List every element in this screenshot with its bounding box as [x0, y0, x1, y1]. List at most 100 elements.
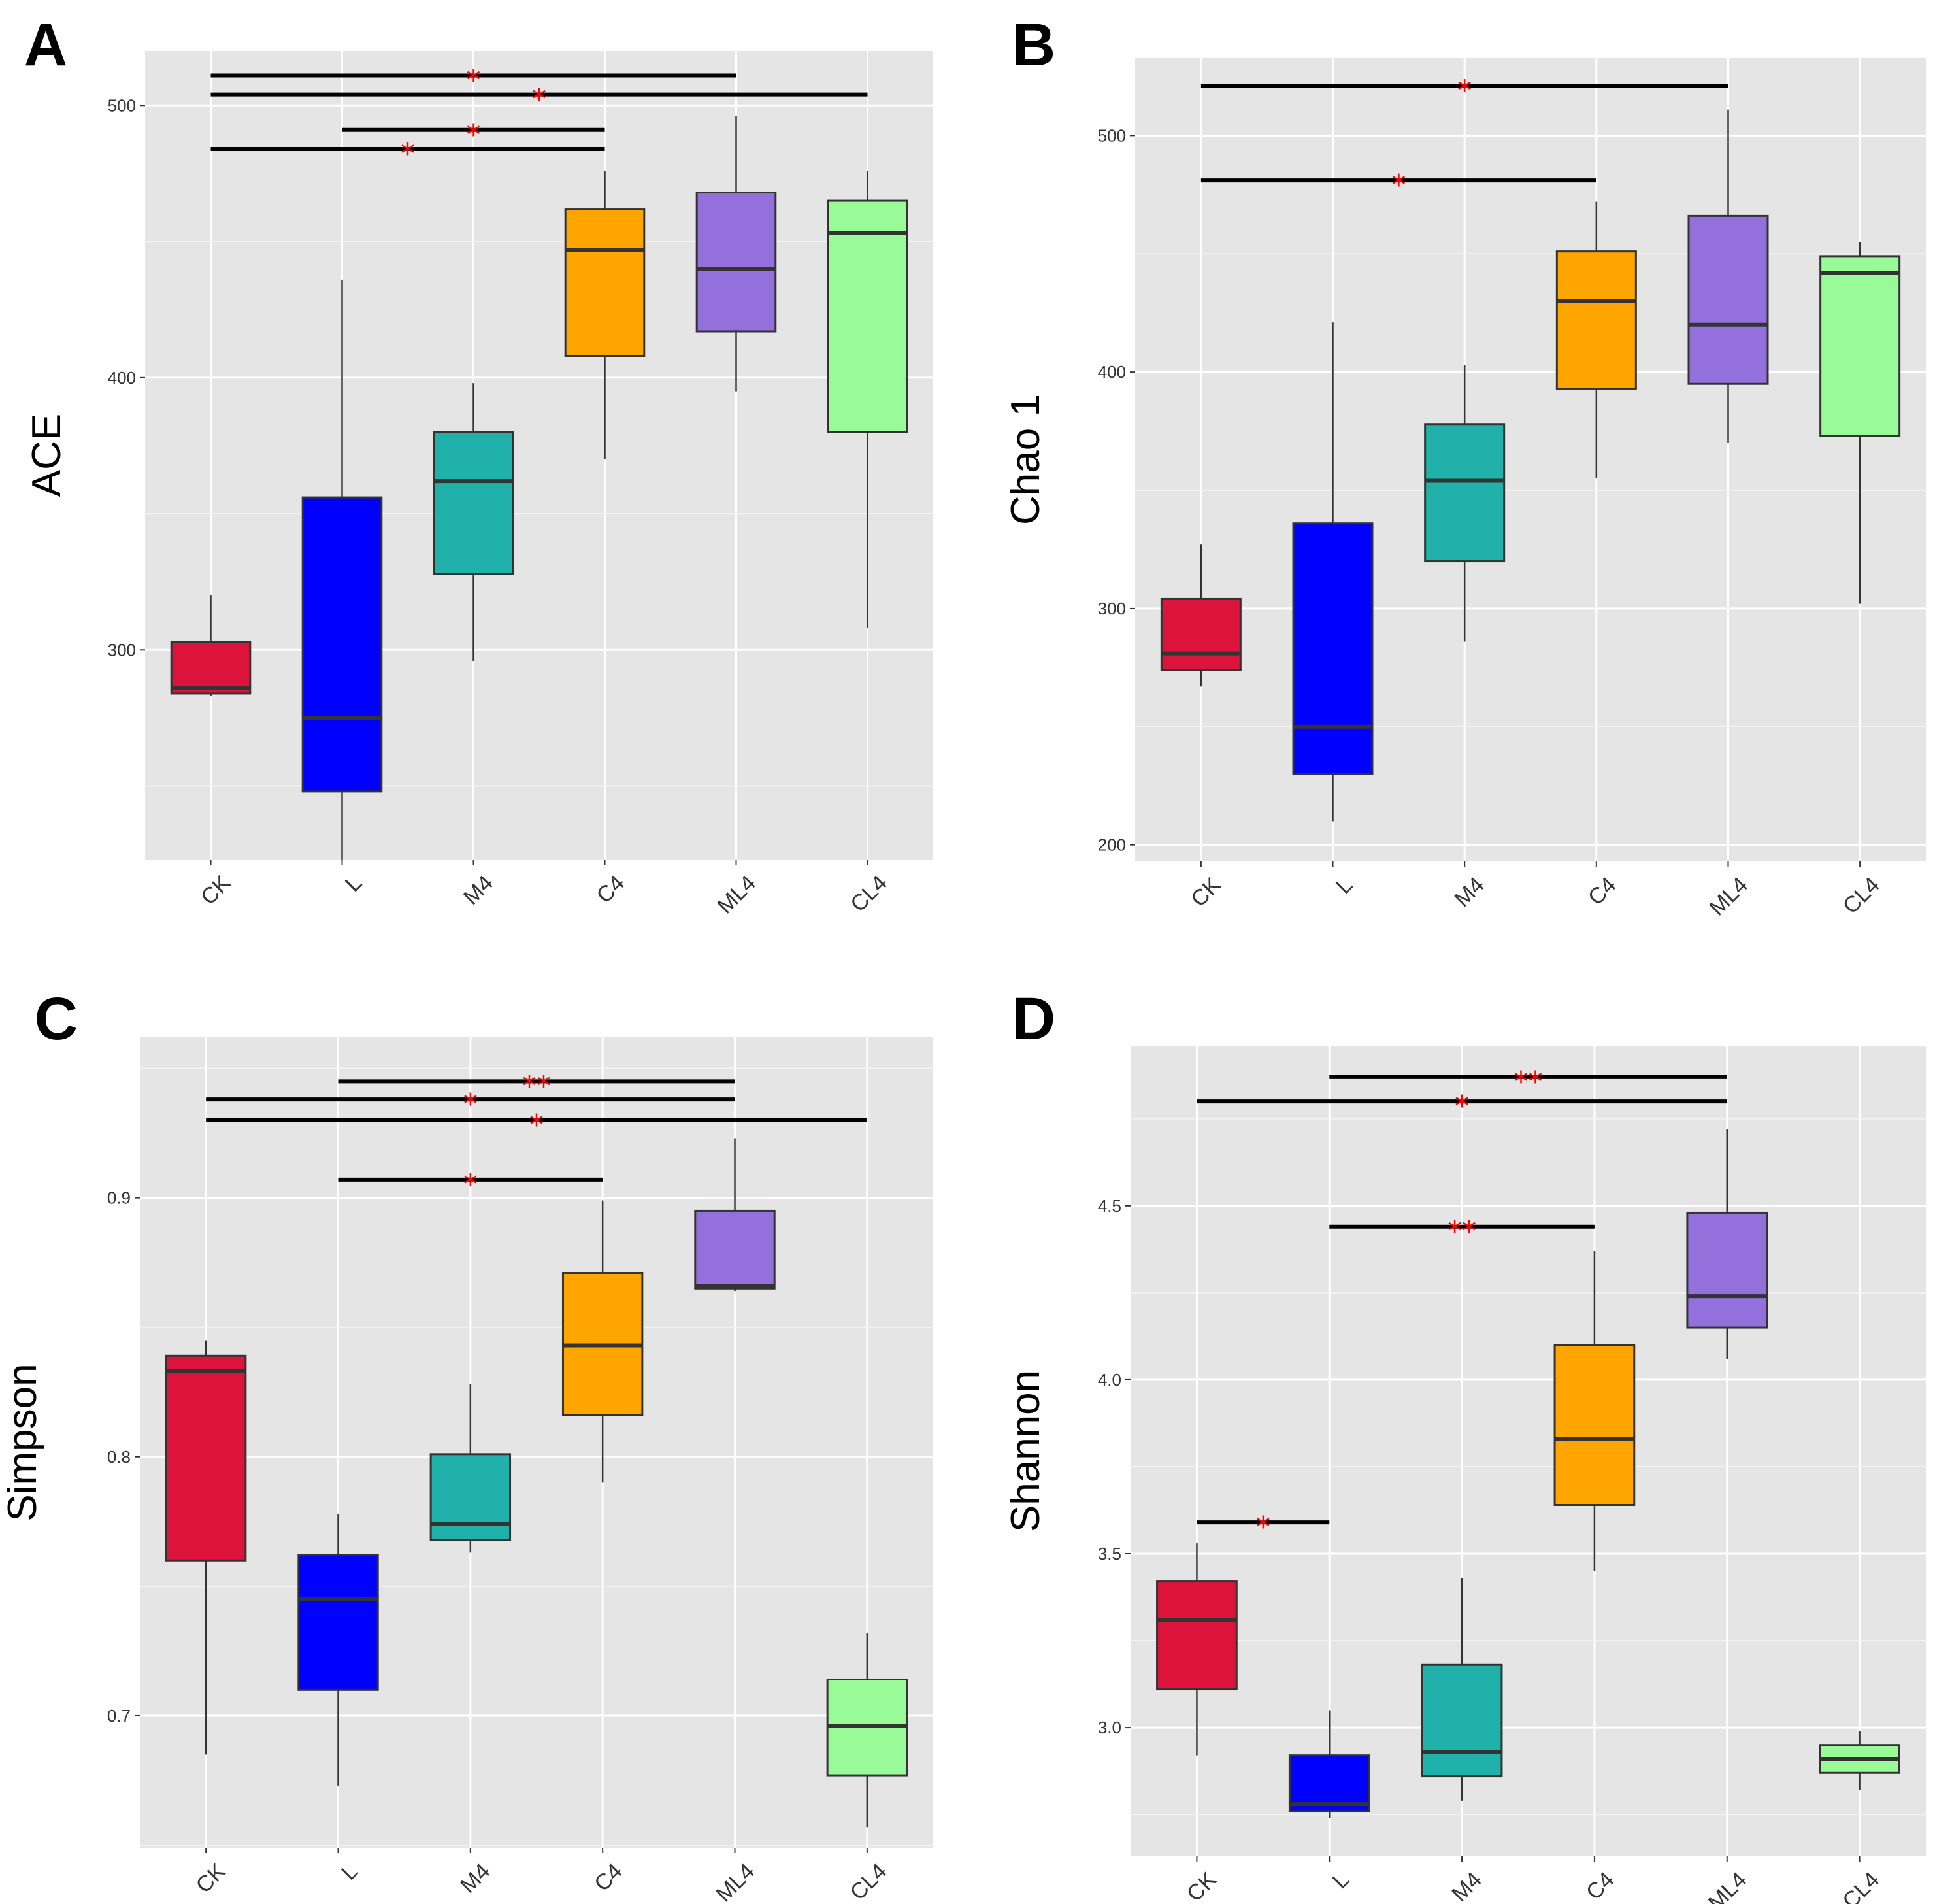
plot-background: [145, 51, 933, 860]
y-axis-label: ACE: [24, 414, 69, 497]
x-tick-label: M4: [459, 871, 498, 910]
x-tick-label: ML4: [1705, 873, 1753, 921]
y-tick-label: 4.0: [1098, 1370, 1121, 1390]
y-tick-label: 500: [1098, 125, 1126, 145]
significance-star: **: [522, 1069, 551, 1103]
box-body: [695, 192, 777, 333]
significance-star: **: [1447, 1215, 1476, 1248]
box-body: [1160, 597, 1242, 671]
x-tick-label: M4: [455, 1859, 495, 1898]
box-body: [433, 431, 514, 575]
plot-background: [140, 1037, 933, 1848]
y-tick-label: 300: [108, 640, 136, 660]
box-l: [297, 1513, 379, 1786]
x-tick-label: CK: [1186, 873, 1225, 912]
y-tick-label: 0.9: [107, 1188, 131, 1208]
box-body: [694, 1209, 776, 1290]
box-m4: [1424, 365, 1506, 642]
y-tick-label: 3.0: [1098, 1718, 1121, 1737]
x-tick-label: CL4: [846, 871, 892, 917]
box-ck: [1156, 1543, 1238, 1756]
box-body: [1156, 1580, 1238, 1691]
significance-bar: **: [1329, 1215, 1595, 1248]
x-tick-label: L: [1328, 1867, 1354, 1894]
box-ml4: [695, 116, 777, 392]
box-cl4: [826, 1633, 908, 1828]
significance-star: *: [1457, 74, 1472, 107]
box-body: [1292, 522, 1374, 775]
significance-star: *: [1455, 1090, 1469, 1123]
box-body: [301, 496, 383, 793]
x-tick-label: CK: [196, 871, 235, 910]
box-ml4: [1687, 109, 1769, 443]
significance-bar: *: [210, 83, 868, 116]
x-tick-label: C4: [1581, 1867, 1619, 1904]
significance-star: **: [1514, 1065, 1543, 1099]
panel-letter: C: [35, 986, 78, 1052]
x-tick-label: L: [1331, 873, 1357, 899]
y-tick-label: 0.8: [107, 1447, 131, 1467]
panel-letter: A: [24, 12, 67, 78]
panel-letter: B: [1012, 12, 1055, 78]
box-c4: [1555, 201, 1637, 478]
significance-star: *: [1391, 169, 1406, 202]
x-tick-label: CL4: [846, 1859, 892, 1904]
box-ml4: [1686, 1129, 1768, 1359]
significance-bar: *: [1197, 1090, 1727, 1123]
box-body: [1553, 1344, 1636, 1506]
significance-bar: *: [342, 118, 605, 152]
y-tick-label: 300: [1098, 599, 1126, 618]
box-c4: [561, 1200, 644, 1483]
box-body: [297, 1554, 379, 1691]
y-tick-label: 400: [108, 368, 136, 388]
panel-b: 200 300 400 500 * * CK L M4 C4 ML4 CL4 Chao 1 B: [1003, 12, 1926, 920]
box-body: [429, 1453, 512, 1541]
box-body: [1687, 214, 1769, 385]
box-l: [301, 279, 383, 860]
significance-star: *: [467, 118, 481, 152]
significance-bar: *: [1197, 1511, 1330, 1544]
significance-bar: *: [206, 1109, 867, 1142]
box-m4: [433, 383, 514, 661]
box-c4: [1553, 1250, 1636, 1571]
y-tick-label: 400: [1098, 362, 1126, 382]
significance-star: *: [463, 1088, 478, 1121]
significance-bar: *: [1200, 74, 1728, 107]
box-body: [1686, 1211, 1768, 1329]
y-axis-label: Simpson: [0, 1363, 45, 1521]
box-m4: [429, 1384, 512, 1553]
significance-star: *: [463, 1168, 478, 1201]
significance-star: *: [1256, 1511, 1270, 1544]
box-body: [170, 641, 252, 695]
y-tick-label: 200: [1098, 835, 1126, 855]
box-body: [1424, 423, 1506, 563]
box-ck: [165, 1340, 247, 1755]
box-ck: [1160, 544, 1242, 687]
x-tick-label: L: [340, 871, 367, 897]
box-body: [1421, 1663, 1503, 1778]
significance-bar: *: [338, 1168, 603, 1201]
significance-bar: **: [338, 1069, 735, 1103]
box-cl4: [1819, 1731, 1900, 1790]
box-body: [564, 208, 646, 357]
box-body: [1555, 250, 1637, 390]
significance-star: *: [401, 137, 415, 171]
x-tick-label: CL4: [1838, 1867, 1884, 1904]
plot-background: [1131, 1046, 1926, 1856]
box-ml4: [694, 1138, 776, 1292]
x-tick-label: C4: [1583, 873, 1621, 910]
box-c4: [564, 171, 646, 459]
box-body: [1288, 1754, 1370, 1812]
panel-letter: D: [1012, 986, 1055, 1052]
y-axis-label: Shannon: [1003, 1370, 1048, 1532]
significance-bar: *: [206, 1088, 735, 1121]
x-tick-label: CK: [1182, 1867, 1221, 1904]
box-l: [1292, 322, 1374, 822]
panel-a: 300 400 500 * * * * CK L M4 C4 ML4 CL4 ACE A: [24, 12, 933, 918]
significance-bar: *: [210, 63, 736, 97]
box-body: [827, 199, 908, 433]
significance-bar: *: [1200, 169, 1596, 202]
x-tick-label: CL4: [1838, 873, 1885, 919]
x-tick-label: L: [337, 1859, 363, 1885]
